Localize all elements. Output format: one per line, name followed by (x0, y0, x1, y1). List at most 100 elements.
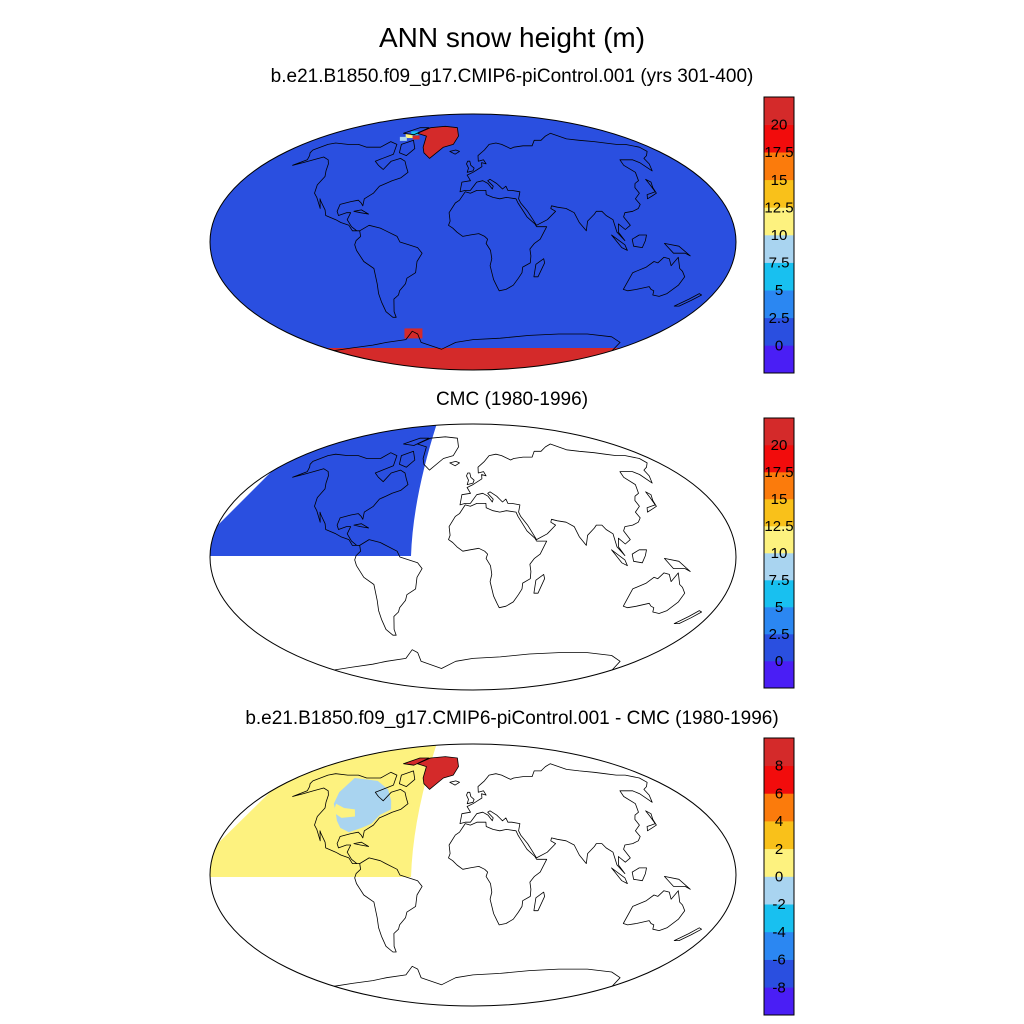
colorbar-swatch (764, 472, 794, 500)
colorbar-tick-label: 2.5 (769, 310, 790, 327)
coastline-japan (645, 491, 657, 513)
coastline-sumatra (611, 867, 628, 884)
colorbar-swatch (764, 987, 794, 1016)
coastline-baffin (399, 450, 416, 468)
coastline-northAmerica (292, 141, 409, 232)
coastlines (292, 125, 702, 352)
colorbar-swatch (764, 959, 794, 988)
coastline-baffin (399, 770, 416, 787)
coastline-madagascar (533, 574, 545, 594)
arctic-difference (403, 758, 430, 766)
coastline-ellesmere (403, 757, 430, 766)
coastline-northAmerica (292, 452, 409, 546)
colorbar-swatch (764, 418, 794, 446)
colorbar-swatch (764, 124, 794, 153)
map-fields (210, 114, 736, 370)
colorbar-swatch (764, 207, 794, 236)
coastline-madagascar (533, 258, 545, 278)
arctic-patch (405, 134, 413, 139)
arctic-patch (399, 136, 407, 141)
map-outline (209, 113, 737, 371)
coastline-newzealand (673, 293, 702, 307)
colorbar-tick-label: -6 (772, 952, 785, 969)
colorbar-1: 0 2.5 5 7.5 10 12.5 15 17.5 20 (763, 96, 795, 374)
coastline-uk (466, 160, 475, 173)
coastline-eurasia (459, 763, 653, 874)
antarctic-peninsula-ice (404, 328, 423, 339)
map-panel-2: 0 2.5 5 7.5 10 12.5 15 17.5 20 (209, 417, 795, 691)
coastline-cuba (353, 841, 369, 847)
coastline-northAmerica (292, 771, 409, 864)
coastline-africa (448, 190, 548, 292)
colorbar-tick-label: 7.5 (769, 255, 790, 272)
snow-field (210, 114, 736, 370)
coastline-newzealand (673, 927, 702, 941)
coastline-uk (466, 472, 475, 485)
coastlines (292, 756, 702, 987)
coastline-greenland (417, 756, 459, 790)
colorbar-swatch (764, 553, 794, 581)
colorbar-swatch (764, 262, 794, 291)
coastline-cuba (353, 523, 369, 529)
coastline-australia (622, 572, 686, 614)
coastline-uk (466, 791, 475, 805)
coastline-africa (448, 821, 548, 926)
colorbar-tick-label: -2 (772, 896, 785, 913)
coastline-australia (622, 256, 686, 297)
colorbar-tick-label: 10 (771, 227, 788, 244)
coastline-eurasia (459, 443, 653, 556)
coastline-sumatra (611, 549, 628, 567)
arctic-patch (412, 135, 420, 140)
colorbar-tick-label: 15 (771, 491, 788, 508)
colorbar-tick-label: 20 (771, 437, 788, 454)
colorbar-tick-label: 17.5 (764, 144, 793, 161)
coastline-ellesmere (403, 437, 430, 446)
greenland-ice (417, 126, 459, 159)
panel-3-title: b.e21.B1850.f09_g17.CMIP6-piControl.001 … (245, 708, 779, 729)
colorbar-3: -8 -6 -4 -2 0 2 4 6 8 (763, 737, 795, 1016)
colorbar-tick-label: 2 (775, 841, 783, 858)
coastline-baffin (399, 139, 416, 156)
colorbar-swatch (764, 499, 794, 527)
coastline-borneo (631, 867, 647, 882)
coastline-newguinea (664, 243, 691, 257)
coastline-greenland (417, 436, 459, 471)
colorbar-tick-label: 15 (771, 172, 788, 189)
colorbar-tick-label: 7.5 (769, 572, 790, 589)
colorbar-swatch (764, 97, 794, 125)
colorbar-tick-label: 20 (771, 117, 788, 134)
coastline-cuba (353, 209, 369, 215)
colorbar-swatch (764, 607, 794, 635)
colorbar-swatch (764, 526, 794, 554)
coastline-antarctica (333, 965, 621, 987)
colorbar-swatch (764, 152, 794, 181)
colorbar-swatch (764, 235, 794, 263)
colorbar-swatch (764, 848, 794, 877)
coastline-australia (622, 890, 686, 931)
colorbar-swatch (764, 876, 794, 905)
map-outline (209, 743, 737, 1007)
panel-1-title: b.e21.B1850.f09_g17.CMIP6-piControl.001 … (270, 66, 754, 87)
colorbar-2: 0 2.5 5 7.5 10 12.5 15 17.5 20 (763, 417, 795, 689)
colorbar-swatch (764, 738, 794, 766)
colorbar-swatch (764, 793, 794, 822)
coastline-sumatra (611, 234, 628, 251)
colorbar-swatch (764, 179, 794, 208)
greenland-difference (417, 756, 459, 790)
map-fields (210, 744, 459, 877)
colorbar-swatch (764, 821, 794, 850)
colorbar-tick-label: 10 (771, 545, 788, 562)
colorbar-frame (763, 737, 795, 1016)
coastline-southAmerica (354, 857, 423, 953)
colorbar-tick-label: 0 (775, 869, 783, 886)
colorbar-swatch (764, 634, 794, 662)
coastline-newguinea (664, 558, 691, 572)
colorbar-swatch (764, 445, 794, 473)
colorbar-tick-label: 8 (775, 758, 783, 775)
arctic-patch (411, 131, 419, 136)
colorbar-tick-label: 4 (775, 813, 783, 830)
colorbar-swatch (764, 931, 794, 960)
colorbar-frame (763, 417, 795, 689)
map-fields (210, 424, 438, 556)
